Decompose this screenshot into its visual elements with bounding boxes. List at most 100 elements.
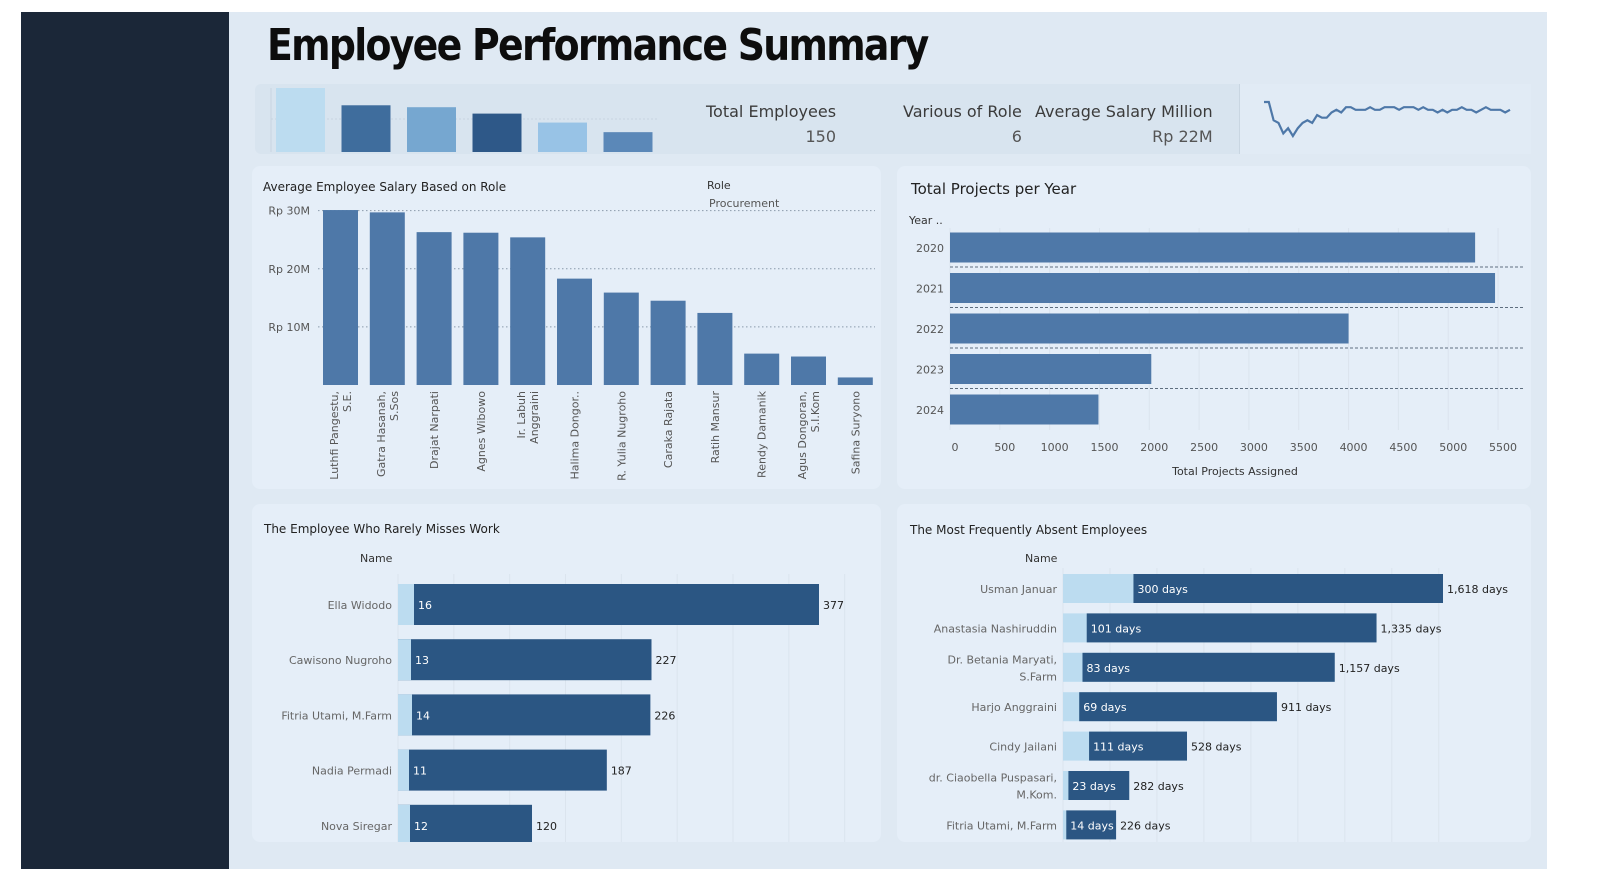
bar-label-total: 120 <box>536 820 557 833</box>
x-tick-label: 3500 <box>1290 441 1318 454</box>
bar <box>950 313 1349 344</box>
x-tick-label: Luthfi Pangestu, S.E. <box>328 391 354 480</box>
kpi-total-employees: Total Employees 150 <box>706 102 836 146</box>
bar <box>744 353 780 385</box>
bar <box>416 232 452 385</box>
y-tick-label: 2023 <box>916 364 944 377</box>
bar-label-total: 528 days <box>1191 741 1242 754</box>
projects-per-year-panel: Total Projects per Year Year .. 0 500 1000 15… <box>897 166 1531 489</box>
legend-entry: Procurement <box>709 197 780 210</box>
bar <box>950 394 1099 425</box>
x-tick-label: 0 <box>952 441 959 454</box>
y-tick-label: M.Kom. <box>1016 789 1057 802</box>
bar-total <box>1133 574 1443 603</box>
x-tick-label: 2500 <box>1190 441 1218 454</box>
bar-total <box>1086 613 1377 643</box>
y-axis-title: Name <box>360 552 393 565</box>
kpi-roles-label: Various of Role <box>903 102 1022 121</box>
bar-total <box>1089 731 1188 761</box>
y-tick-label: Dr. Betania Maryati, <box>948 653 1057 666</box>
bar-label-leave: 69 days <box>1083 701 1127 714</box>
bar <box>837 377 873 385</box>
chart-title: The Employee Who Rarely Misses Work <box>263 522 500 536</box>
x-tick-label-line: Gatra Hasanah, <box>375 391 388 477</box>
bar-label-total: 1,618 days <box>1447 583 1508 596</box>
legend-title: Role <box>707 179 731 192</box>
most-absent-chart: The Most Frequently Absent Employees Name… <box>909 523 1508 842</box>
x-tick-label: Agus Dongoran, S.I.Kom <box>796 391 822 479</box>
x-tick-label: Gatra Hasanah, S.Sos <box>375 391 401 477</box>
y-tick-label: Nadia Permadi <box>312 765 392 778</box>
bar-leave <box>398 804 410 846</box>
x-tick-label-line: Safina Suryono <box>849 391 862 475</box>
kpi-avg-salary-value: Rp 22M <box>1152 127 1213 146</box>
bar-label-leave: 23 days <box>1072 780 1116 793</box>
kpi-mini-bar <box>603 132 653 152</box>
y-tick-label: 2021 <box>916 283 944 296</box>
bar <box>369 212 405 385</box>
bar-total <box>398 584 819 625</box>
kpi-roles-value: 6 <box>1011 127 1022 146</box>
bar-label-leave: 300 days <box>1137 583 1188 596</box>
bar-label-leave: 16 <box>418 599 432 612</box>
y-tick-label: Usman Januar <box>980 583 1057 596</box>
x-tick-label: 1500 <box>1090 441 1118 454</box>
x-tick-label: Safina Suryono <box>849 391 862 475</box>
x-tick-label: R. Yulia Nugroho <box>615 391 628 481</box>
y-axis-title: Name <box>1025 552 1058 565</box>
bar-total <box>1066 810 1117 840</box>
x-tick-label: 5500 <box>1489 441 1517 454</box>
y-tick-label: Rp 30M <box>268 205 310 218</box>
y-tick-label: dr. Ciaobella Puspasari, <box>929 772 1057 785</box>
sidebar <box>21 12 229 869</box>
dashboard-canvas: Employee Performance Summary Total Emplo… <box>229 12 1547 869</box>
y-tick-label: Fitria Utami, M.Farm <box>946 819 1057 832</box>
bar-label-leave: 83 days <box>1086 662 1130 675</box>
bar-label-total: 911 days <box>1281 701 1332 714</box>
kpi-strip: Total Employees 150 Various of Role 6 Av… <box>255 84 1531 154</box>
y-tick-label: 2022 <box>916 323 944 336</box>
x-tick-label: Drajat Narpati <box>428 391 441 469</box>
x-tick-label: Ratih Mansur <box>709 391 722 464</box>
kpi-roles: Various of Role 6 <box>903 102 1022 146</box>
bar <box>950 273 1496 303</box>
bar-label-total: 226 <box>654 709 675 722</box>
bar-label-total: 282 days <box>1133 780 1184 793</box>
bar <box>557 278 592 385</box>
kpi-avg-salary: Average Salary Million Rp 22M <box>1035 102 1213 146</box>
x-tick-label-line: R. Yulia Nugroho <box>615 391 628 481</box>
bar <box>323 210 358 385</box>
x-tick-label: Halima Dongor.. <box>569 391 582 479</box>
page-title: Employee Performance Summary <box>267 20 929 71</box>
x-tick-label: Ir. Labuh Anggraini <box>515 391 541 444</box>
bar-label-total: 227 <box>655 654 676 667</box>
bar-total <box>1068 771 1130 800</box>
bar-leave <box>398 639 411 681</box>
salary-by-role-panel: Average Employee Salary Based on Role Rol… <box>252 166 881 489</box>
x-tick-label-line: Caraka Rajata <box>662 391 675 468</box>
bar-label-leave: 11 <box>413 765 427 778</box>
chart-title: The Most Frequently Absent Employees <box>909 523 1147 537</box>
x-tick-label: Agnes Wibowo <box>475 391 488 472</box>
bar <box>463 232 499 385</box>
kpi-mini-bar <box>341 105 391 152</box>
bar-label-leave: 12 <box>414 820 428 833</box>
bar-total <box>1082 652 1335 682</box>
chart-title: Average Employee Salary Based on Role <box>263 180 506 194</box>
y-tick-label: Cawisono Nugroho <box>289 654 392 667</box>
bar-total <box>398 694 651 736</box>
bar <box>950 232 1476 263</box>
x-tick-label: 2000 <box>1140 441 1168 454</box>
y-axis-title: Year .. <box>908 214 943 227</box>
x-tick-label-line: S.I.Kom <box>809 391 822 432</box>
kpi-total-employees-value: 150 <box>805 127 837 146</box>
projects-per-year-chart: Total Projects per Year Year .. 0 500 1000 15… <box>908 180 1523 478</box>
kpi-mini-bar <box>276 88 325 152</box>
y-tick-label: Cindy Jailani <box>989 741 1057 754</box>
bar-leave <box>398 694 412 736</box>
x-axis-title: Total Projects Assigned <box>1171 465 1298 478</box>
x-tick-label-line: S.E. <box>341 391 354 412</box>
bar <box>697 312 733 385</box>
bar <box>791 356 826 385</box>
bar <box>650 300 686 385</box>
